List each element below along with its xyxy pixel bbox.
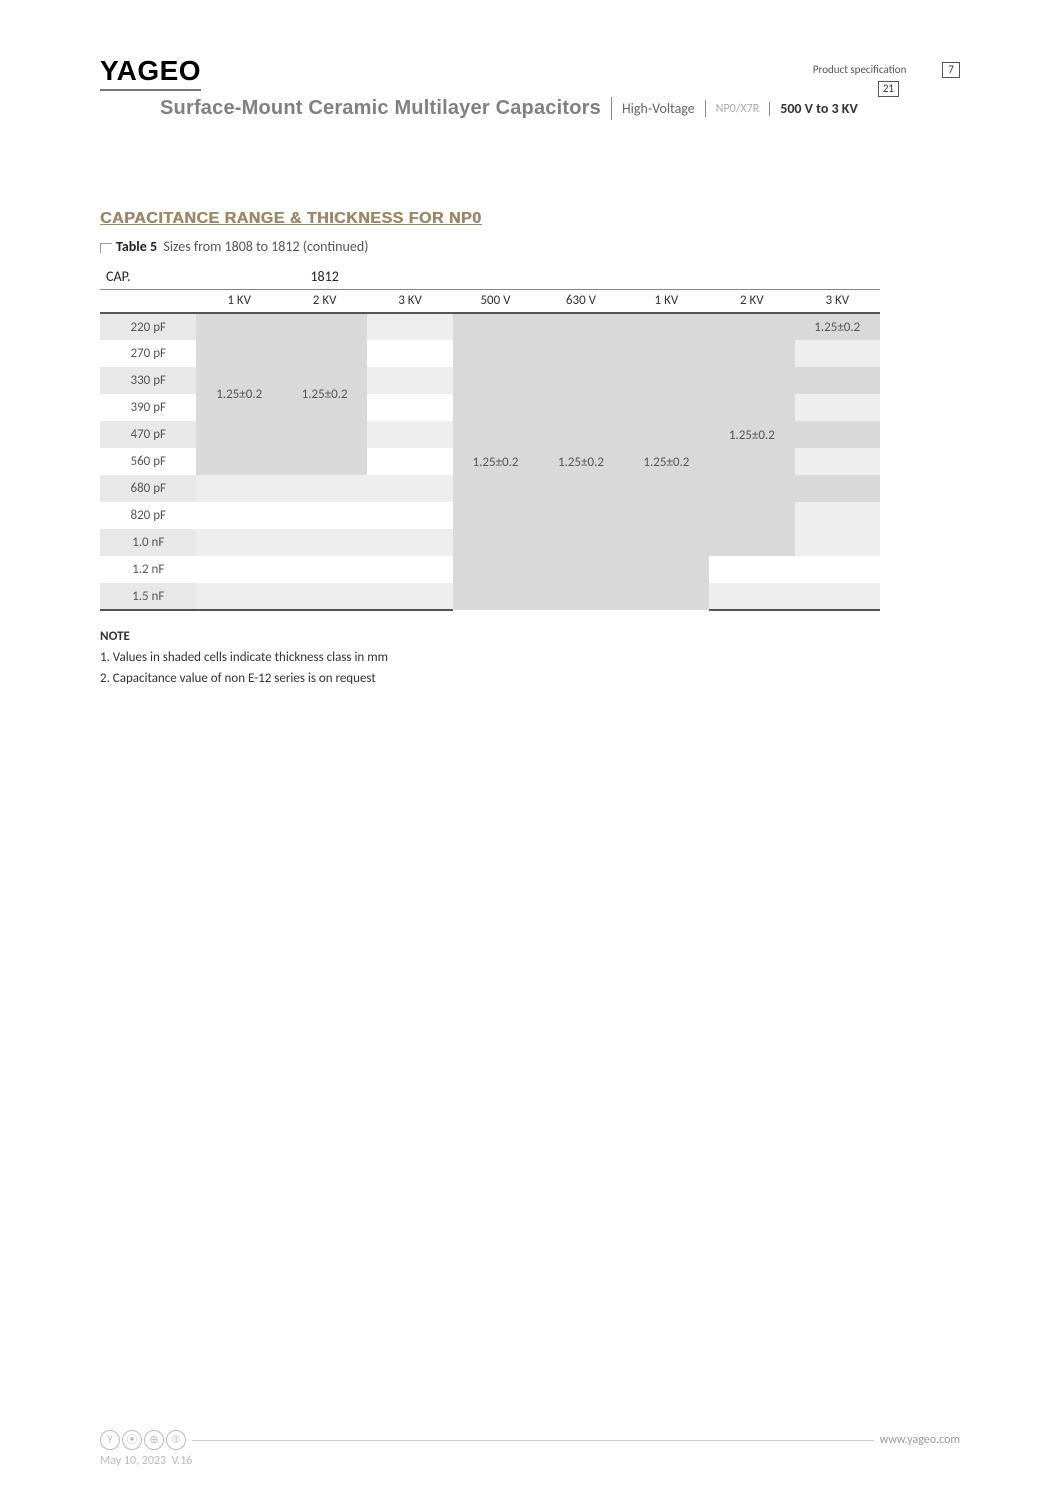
- cap-value: 1.2 nF: [100, 556, 196, 583]
- cap-value: 220 pF: [100, 313, 196, 340]
- page-current: 7: [942, 62, 960, 78]
- cap-value: 390 pF: [100, 394, 196, 421]
- thickness-cell: 1.25±0.2: [709, 313, 794, 556]
- thickness-cell: 1.25±0.2: [453, 313, 538, 610]
- segment-voltage-range: 500 V to 3 KV: [770, 100, 868, 117]
- footer-url: www.yageo.com: [880, 1433, 960, 1447]
- brand-logo: YAGEO: [100, 55, 201, 91]
- empty-cell: [196, 583, 281, 610]
- col-header-voltage: 2 KV: [282, 289, 367, 313]
- thickness-cell: 1.25±0.2: [624, 313, 709, 610]
- cap-value: 680 pF: [100, 475, 196, 502]
- empty-cell: [367, 556, 452, 583]
- table-caption: Table 5 Sizes from 1808 to 1812 (continu…: [100, 238, 960, 255]
- empty-cell: [367, 583, 452, 610]
- page-total: 21: [878, 81, 899, 97]
- thickness-cell: 1.25±0.2: [196, 313, 281, 475]
- segment-high-voltage: High-Voltage: [612, 100, 706, 117]
- cap-value: 1.0 nF: [100, 529, 196, 556]
- empty-cell: [795, 556, 880, 583]
- thickness-cell: 1.25±0.2: [795, 313, 880, 340]
- empty-cell: [282, 502, 367, 529]
- table-label: Table 5: [116, 238, 157, 255]
- empty-cell: [367, 313, 452, 340]
- thickness-cell: 1.25±0.2: [538, 313, 623, 610]
- note-title: NOTE: [100, 629, 960, 644]
- cap-value: 1.5 nF: [100, 583, 196, 610]
- empty-cell: [367, 367, 452, 394]
- thickness-cell: 1.25±0.2: [282, 313, 367, 475]
- footer-icon: ⦶: [166, 1430, 186, 1450]
- empty-cell: [196, 556, 281, 583]
- empty-cell: [795, 529, 880, 556]
- cap-value: 470 pF: [100, 421, 196, 448]
- col-header-voltage: 1 KV: [196, 289, 281, 313]
- doc-title: Surface-Mount Ceramic Multilayer Capacit…: [100, 97, 612, 120]
- footer-icon: ⦿: [122, 1430, 142, 1450]
- thickness-cell: [795, 448, 880, 475]
- empty-cell: [196, 475, 281, 502]
- capacitance-table: CAP. 1812 1 KV2 KV3 KV500 V630 V1 KV2 KV…: [100, 265, 880, 611]
- empty-cell: [367, 448, 452, 475]
- thickness-cell: [795, 340, 880, 367]
- spec-label: Product specification: [813, 63, 907, 76]
- empty-cell: [795, 583, 880, 610]
- footer-icons: Y ⦿ ⊕ ⦶: [100, 1430, 186, 1450]
- section-heading: CAPACITANCE RANGE & THICKNESS FOR NP0: [100, 210, 960, 228]
- empty-cell: [709, 556, 794, 583]
- page-number-box: Product specification 7 21: [813, 59, 960, 97]
- empty-cell: [282, 583, 367, 610]
- sub-header: Surface-Mount Ceramic Multilayer Capacit…: [100, 97, 960, 120]
- footer-icon: Y: [100, 1430, 120, 1450]
- empty-cell: [196, 502, 281, 529]
- thickness-cell: [795, 394, 880, 421]
- empty-cell: [367, 340, 452, 367]
- thickness-cell: [795, 367, 880, 394]
- cap-value: 560 pF: [100, 448, 196, 475]
- empty-cell: [282, 529, 367, 556]
- empty-cell: [709, 583, 794, 610]
- empty-cell: [367, 475, 452, 502]
- footer-icon: ⊕: [144, 1430, 164, 1450]
- col-header-voltage: 630 V: [538, 289, 623, 313]
- table-desc: Sizes from 1808 to 1812 (continued): [163, 238, 368, 255]
- cap-value: 270 pF: [100, 340, 196, 367]
- col-header-voltage: 500 V: [453, 289, 538, 313]
- empty-cell: [367, 394, 452, 421]
- thickness-cell: [795, 421, 880, 448]
- note-line: 2. Capacitance value of non E-12 series …: [100, 671, 960, 686]
- empty-cell: [196, 529, 281, 556]
- thickness-cell: [795, 502, 880, 529]
- col-header-voltage: 3 KV: [367, 289, 452, 313]
- footer-version: V.16: [172, 1454, 193, 1468]
- empty-cell: [282, 556, 367, 583]
- empty-cell: [367, 529, 452, 556]
- col-header-voltage: 1 KV: [624, 289, 709, 313]
- cap-value: 330 pF: [100, 367, 196, 394]
- col-header-voltage: 3 KV: [795, 289, 880, 313]
- col-header-cap: CAP.: [100, 265, 196, 289]
- empty-cell: [367, 421, 452, 448]
- col-group-1812: 1812: [196, 265, 452, 289]
- footer-date: May 10, 2023: [100, 1454, 166, 1468]
- col-header-voltage: 2 KV: [709, 289, 794, 313]
- cap-value: 820 pF: [100, 502, 196, 529]
- segment-dielectric: NP0/X7R: [706, 102, 771, 116]
- empty-cell: [282, 475, 367, 502]
- thickness-cell: [795, 475, 880, 502]
- page-footer: Y ⦿ ⊕ ⦶ www.yageo.com May 10, 2023 V.16: [100, 1430, 960, 1468]
- note-line: 1. Values in shaded cells indicate thick…: [100, 650, 960, 665]
- empty-cell: [367, 502, 452, 529]
